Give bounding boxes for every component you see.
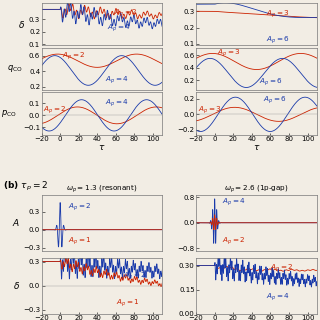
Text: $\mathbf{(b)}\ \tau_p = 2$: $\mathbf{(b)}\ \tau_p = 2$ <box>3 180 48 193</box>
Title: $\omega_p=2.6$ (1p-gap): $\omega_p=2.6$ (1p-gap) <box>224 183 289 195</box>
Text: $A_p=4$: $A_p=4$ <box>266 292 290 303</box>
Y-axis label: $A$: $A$ <box>12 217 20 228</box>
Text: $A_p=3$: $A_p=3$ <box>266 9 290 20</box>
Y-axis label: $p_{\rm CO}$: $p_{\rm CO}$ <box>1 108 17 119</box>
Text: $A_p=3$: $A_p=3$ <box>198 105 222 116</box>
Text: $A_p=1$: $A_p=1$ <box>68 236 91 247</box>
Text: $A_p=2$: $A_p=2$ <box>270 262 294 274</box>
Text: $A_p=6$: $A_p=6$ <box>263 94 287 106</box>
Title: $\omega_p=1.3$ (resonant): $\omega_p=1.3$ (resonant) <box>66 183 138 195</box>
Y-axis label: $\delta$: $\delta$ <box>19 19 26 30</box>
Text: $A_p=2$: $A_p=2$ <box>114 8 138 19</box>
X-axis label: $\tau$: $\tau$ <box>98 143 106 152</box>
Text: $A_p=4$: $A_p=4$ <box>105 74 129 85</box>
Text: $A_p=4$: $A_p=4$ <box>105 97 129 109</box>
Y-axis label: $q_{\rm CO}$: $q_{\rm CO}$ <box>7 63 23 75</box>
Text: $A_p=6$: $A_p=6$ <box>266 35 290 46</box>
Y-axis label: $\delta$: $\delta$ <box>12 280 20 291</box>
Text: $A_p=2$: $A_p=2$ <box>68 201 91 213</box>
Text: $A_p=2$: $A_p=2$ <box>123 270 147 282</box>
X-axis label: $\tau$: $\tau$ <box>253 143 260 152</box>
Text: $A_p=4$: $A_p=4$ <box>107 22 131 34</box>
Text: $A_p=2$: $A_p=2$ <box>44 104 67 116</box>
Text: $A_p=4$: $A_p=4$ <box>222 197 246 208</box>
Text: $A_p=3$: $A_p=3$ <box>217 48 240 60</box>
Text: $A_p=1$: $A_p=1$ <box>116 298 140 309</box>
Text: $A_p=2$: $A_p=2$ <box>62 51 85 62</box>
Text: $A_p=6$: $A_p=6$ <box>259 76 283 88</box>
Text: $A_p=2$: $A_p=2$ <box>222 235 246 247</box>
